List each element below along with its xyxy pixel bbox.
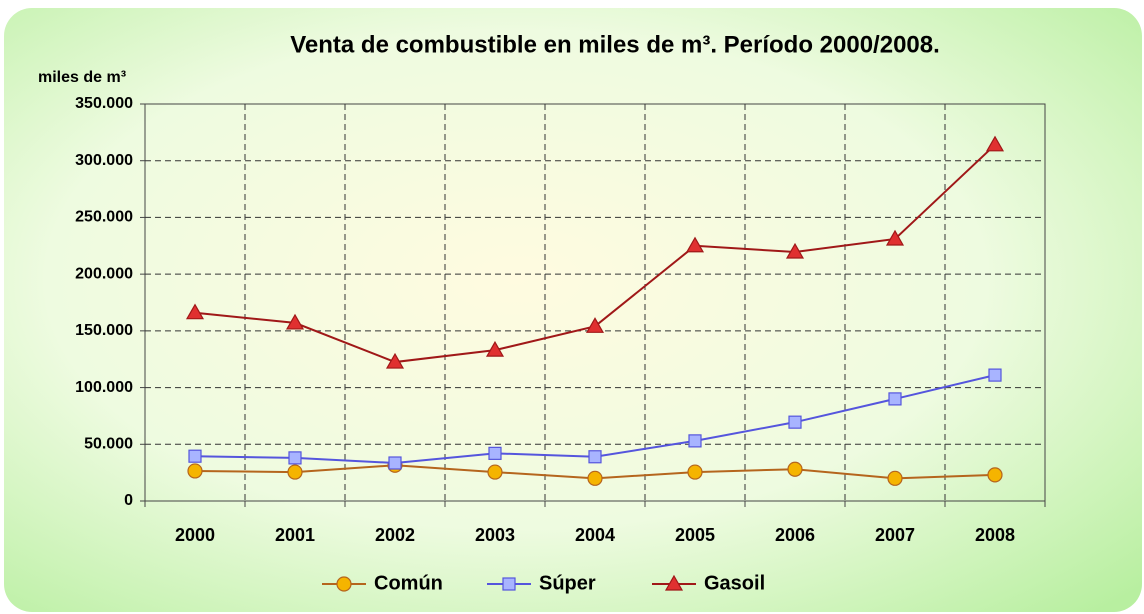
- x-tick-label: 2003: [475, 525, 515, 545]
- data-point: [285, 313, 305, 330]
- y-axis-label: miles de m³: [38, 69, 126, 86]
- data-point: [985, 135, 1005, 152]
- data-point: [185, 303, 205, 320]
- legend-marker: [336, 576, 352, 592]
- y-tick-label: 150.000: [75, 322, 133, 339]
- legend-marker: [502, 577, 516, 591]
- data-point: [785, 242, 805, 259]
- data-point: [687, 464, 703, 480]
- y-tick-label: 0: [124, 492, 133, 509]
- x-tick-label: 2006: [775, 525, 815, 545]
- data-point: [488, 446, 502, 460]
- x-tick-label: 2005: [675, 525, 715, 545]
- data-point: [287, 464, 303, 480]
- data-point: [685, 236, 705, 253]
- y-tick-label: 250.000: [75, 209, 133, 226]
- y-tick-label: 300.000: [75, 152, 133, 169]
- chart-title: Venta de combustible en miles de m³. Per…: [290, 31, 940, 58]
- x-tick-label: 2001: [275, 525, 315, 545]
- y-tick-label: 200.000: [75, 265, 133, 282]
- data-point: [587, 470, 603, 486]
- y-tick-label: 350.000: [75, 95, 133, 112]
- x-tick-label: 2002: [375, 525, 415, 545]
- data-point: [887, 470, 903, 486]
- data-point: [188, 449, 202, 463]
- data-point: [485, 340, 505, 357]
- data-point: [885, 229, 905, 246]
- data-point: [888, 392, 902, 406]
- legend-label: Gasoil: [704, 572, 765, 594]
- data-point: [487, 464, 503, 480]
- x-tick-label: 2007: [875, 525, 915, 545]
- legend-label: Súper: [539, 572, 596, 594]
- x-tick-label: 2008: [975, 525, 1015, 545]
- x-tick-label: 2004: [575, 525, 615, 545]
- y-tick-label: 100.000: [75, 379, 133, 396]
- data-point: [788, 415, 802, 429]
- data-point: [288, 451, 302, 465]
- data-point: [585, 317, 605, 333]
- data-point: [588, 450, 602, 464]
- data-point: [688, 434, 702, 448]
- data-point: [385, 352, 405, 369]
- data-point: [987, 467, 1003, 483]
- data-point: [388, 456, 402, 470]
- data-point: [988, 368, 1002, 382]
- x-tick-label: 2000: [175, 525, 215, 545]
- legend-marker: [664, 574, 684, 591]
- data-point: [787, 461, 803, 477]
- plot-area: [144, 103, 1046, 502]
- y-tick-label: 50.000: [84, 436, 133, 453]
- data-point: [187, 463, 203, 479]
- legend-label: Común: [374, 572, 443, 594]
- background-panel: [4, 8, 1142, 612]
